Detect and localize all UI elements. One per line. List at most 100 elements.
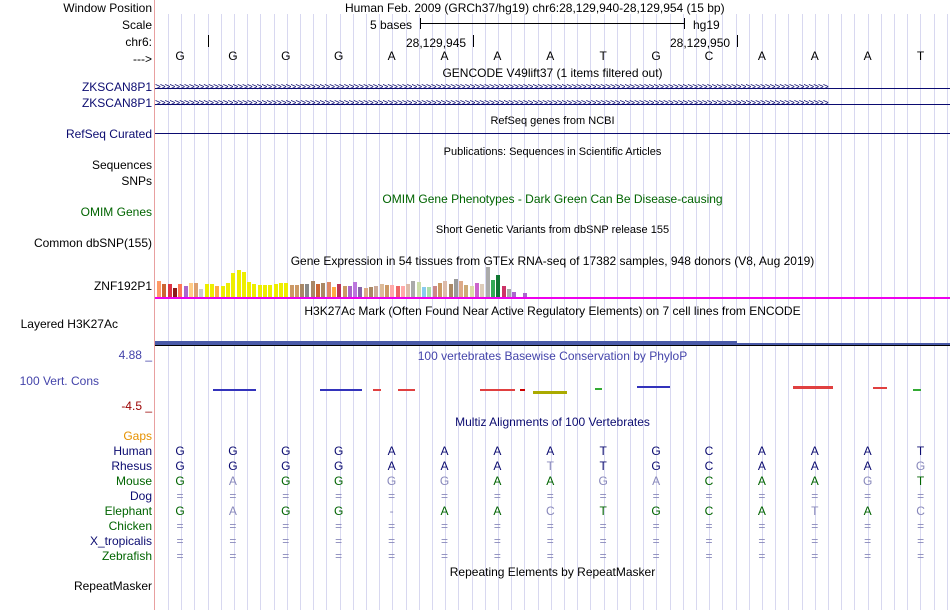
gtex-tissue-bar[interactable] (506, 289, 511, 297)
alignment-base-dog: = (176, 489, 184, 503)
gtex-tissue-bar[interactable] (162, 284, 167, 297)
gtex-tissue-bar[interactable] (353, 282, 358, 297)
gtex-tissue-bar[interactable] (241, 272, 246, 297)
gtex-tissue-bar[interactable] (363, 288, 368, 297)
gtex-tissue-bar[interactable] (225, 283, 230, 297)
gtex-tissue-bar[interactable] (411, 281, 416, 297)
alignment-base-zebrafish: = (388, 549, 396, 563)
gtex-tissue-bar[interactable] (204, 284, 209, 297)
gtex-tissue-bar[interactable] (300, 284, 305, 297)
gtex-tissue-bar[interactable] (183, 286, 188, 297)
gtex-tissue-bar[interactable] (220, 286, 225, 297)
gtex-tissue-bar[interactable] (305, 284, 310, 297)
alignment-base-xtrop: = (705, 534, 713, 548)
gtex-tissue-bar[interactable] (321, 283, 326, 297)
gtex-tissue-bar[interactable] (369, 287, 373, 297)
gtex-tissue-bar[interactable] (427, 287, 432, 297)
gtex-tissue-bar[interactable] (358, 287, 363, 297)
gtex-tissue-bar[interactable] (443, 281, 448, 297)
snps-track-label[interactable]: SNPs (121, 174, 152, 188)
gtex-tissue-bar[interactable] (384, 285, 389, 297)
h3k27ac-track-label[interactable]: Layered H3K27Ac (20, 317, 118, 331)
gtex-tissue-bar[interactable] (172, 288, 177, 297)
gtex-tissue-bar[interactable] (453, 279, 458, 297)
gtex-tissue-bar[interactable] (480, 284, 485, 297)
gtex-tissue-bar[interactable] (522, 293, 527, 297)
gencode-track-label[interactable]: ZKSCAN8P1 (81, 96, 152, 110)
alignment-base-human: A (493, 444, 502, 458)
refseq-track-label[interactable]: RefSeq Curated (65, 127, 152, 141)
repeatmasker-track-label[interactable]: RepeatMasker (73, 579, 152, 593)
gtex-tissue-bar[interactable] (236, 270, 241, 297)
gtex-tissue-bar[interactable] (337, 284, 342, 297)
gtex-tissue-bar[interactable] (294, 285, 299, 297)
alignment-base-human: A (440, 444, 449, 458)
gtex-tissue-bar[interactable] (400, 286, 405, 297)
gencode-transcript-2[interactable]: >>>>>>>>>>>>>>>>>>>>>>>>>>>>>>>>>>>>>>>>… (155, 98, 950, 110)
gridline (472, 14, 473, 610)
gtex-tissue-bar[interactable] (231, 273, 236, 297)
gtex-tissue-bar[interactable] (501, 286, 506, 297)
phylop-segment (480, 389, 515, 391)
omim-genes-track-label[interactable]: OMIM Genes (80, 205, 152, 219)
gtex-tissue-bar[interactable] (252, 284, 257, 297)
gridline (656, 14, 657, 610)
phylop-segment (637, 386, 670, 388)
gtex-tissue-bar[interactable] (289, 285, 294, 297)
gtex-tissue-bar[interactable] (268, 285, 273, 297)
gtex-tissue-bar[interactable] (379, 284, 384, 297)
gtex-tissue-bar[interactable] (247, 282, 252, 297)
gtex-tissue-bar[interactable] (263, 285, 267, 297)
gtex-tissue-bar[interactable] (273, 284, 278, 297)
gtex-tissue-bar[interactable] (157, 281, 161, 297)
gencode-track-label[interactable]: ZKSCAN8P1 (81, 80, 152, 94)
gtex-tissue-bar[interactable] (459, 281, 464, 297)
alignment-base-rhesus: A (863, 459, 872, 473)
gtex-tissue-bar[interactable] (284, 283, 289, 297)
gtex-tissue-bar[interactable] (464, 285, 469, 297)
gtex-tissue-bar[interactable] (374, 286, 379, 297)
sequences-track-label[interactable]: Sequences (91, 158, 152, 172)
gtex-tissue-bar[interactable] (485, 267, 490, 297)
gtex-tissue-bar[interactable] (215, 286, 220, 297)
gtex-tissue-bar[interactable] (188, 283, 193, 297)
gtex-tissue-bar[interactable] (406, 284, 411, 297)
gtex-tissue-bar[interactable] (178, 284, 183, 297)
gtex-tissue-bar[interactable] (437, 283, 442, 297)
alignment-base-rhesus: G (915, 459, 926, 473)
gtex-tissue-bar[interactable] (199, 289, 204, 297)
gtex-tissue-bar[interactable] (469, 286, 474, 297)
gtex-tissue-bar[interactable] (342, 286, 347, 297)
gtex-tissue-bar[interactable] (390, 285, 395, 297)
gtex-tissue-bar[interactable] (310, 281, 315, 297)
gtex-tissue-bar[interactable] (432, 286, 437, 297)
gtex-tissue-bar[interactable] (448, 284, 453, 297)
common-dbsnp-track-label[interactable]: Common dbSNP(155) (33, 236, 152, 250)
gtex-tissue-bar[interactable] (395, 286, 400, 297)
gtex-tissue-bar[interactable] (416, 282, 421, 297)
gtex-tissue-bar[interactable] (512, 292, 517, 297)
phylop-track-label[interactable]: 100 Vert. Cons (19, 374, 99, 388)
gencode-transcript-1[interactable]: >>>>>>>>>>>>>>>>>>>>>>>>>>>>>>>>>>>>>>>>… (155, 82, 950, 94)
gtex-tissue-bar[interactable] (490, 280, 495, 297)
gtex-tissue-bar[interactable] (194, 283, 199, 297)
gtex-tissue-bar[interactable] (331, 287, 336, 297)
gtex-tissue-bar[interactable] (316, 284, 320, 297)
gtex-tissue-bar[interactable] (167, 284, 172, 297)
gtex-tissue-bar[interactable] (278, 283, 283, 297)
gtex-tissue-bar[interactable] (475, 283, 479, 297)
gtex-tissue-bar[interactable] (422, 287, 426, 297)
gtex-tissue-bar[interactable] (496, 275, 501, 297)
refseq-gene-line[interactable] (155, 133, 950, 134)
gtex-tissue-bar[interactable] (347, 286, 352, 297)
gtex-bar-chart[interactable] (155, 266, 950, 297)
gtex-tissue-bar[interactable] (257, 285, 262, 297)
alignment-base-chicken: = (599, 519, 607, 533)
gtex-track-label[interactable]: ZNF192P1 (93, 279, 152, 293)
gridline (564, 14, 565, 610)
gridline (313, 14, 314, 610)
gtex-tissue-bar[interactable] (326, 282, 331, 297)
gridline (709, 14, 710, 610)
track-area[interactable]: Human Feb. 2009 (GRCh37/hg19) chr6:28,12… (155, 0, 950, 610)
gtex-tissue-bar[interactable] (210, 284, 214, 297)
